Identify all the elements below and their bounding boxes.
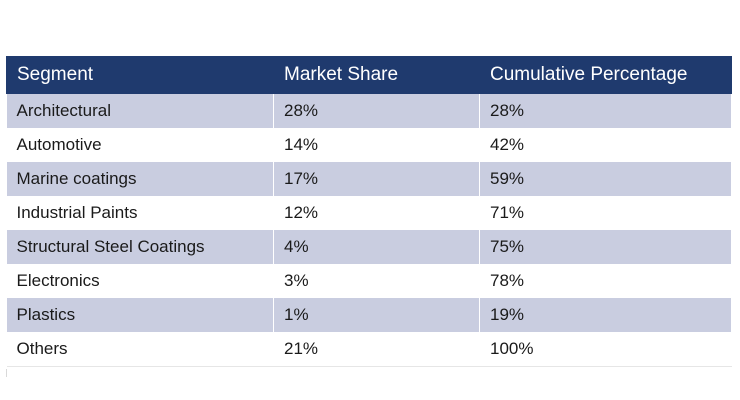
market-share-cell: 17% xyxy=(273,162,480,196)
segment-cell: Marine coatings xyxy=(6,162,274,196)
market-share-cell: 1% xyxy=(273,298,480,332)
header-segment: Segment xyxy=(6,56,274,94)
cumulative-cell: 71% xyxy=(479,196,732,230)
market-share-cell: 12% xyxy=(273,196,480,230)
header-cumulative-percentage: Cumulative Percentage xyxy=(479,56,732,94)
table-row: Others 21% 100% xyxy=(6,332,732,367)
cumulative-cell: 100% xyxy=(479,332,732,367)
table-row: Architectural 28% 28% xyxy=(6,93,732,128)
segment-cell: Plastics xyxy=(6,298,274,332)
cumulative-cell: 78% xyxy=(479,264,732,298)
market-share-cell: 4% xyxy=(273,230,480,264)
market-share-cell: 28% xyxy=(273,93,480,128)
cumulative-cell: 19% xyxy=(479,298,732,332)
cumulative-cell: 42% xyxy=(479,128,732,162)
header-row: Segment Market Share Cumulative Percenta… xyxy=(6,56,732,94)
market-share-table: Segment Market Share Cumulative Percenta… xyxy=(6,56,732,367)
cumulative-cell: 75% xyxy=(479,230,732,264)
cumulative-cell: 59% xyxy=(479,162,732,196)
market-share-cell: 3% xyxy=(273,264,480,298)
table-edge-divider xyxy=(6,369,7,377)
table-row: Electronics 3% 78% xyxy=(6,264,732,298)
table-row: Automotive 14% 42% xyxy=(6,128,732,162)
market-share-table-container: Segment Market Share Cumulative Percenta… xyxy=(6,56,732,367)
market-share-cell: 21% xyxy=(273,332,480,367)
segment-cell: Automotive xyxy=(6,128,274,162)
market-share-cell: 14% xyxy=(273,128,480,162)
table-row: Plastics 1% 19% xyxy=(6,298,732,332)
segment-cell: Industrial Paints xyxy=(6,196,274,230)
table-row: Industrial Paints 12% 71% xyxy=(6,196,732,230)
segment-cell: Structural Steel Coatings xyxy=(6,230,274,264)
table-row: Marine coatings 17% 59% xyxy=(6,162,732,196)
table-body: Architectural 28% 28% Automotive 14% 42%… xyxy=(6,93,732,367)
segment-cell: Electronics xyxy=(6,264,274,298)
segment-cell: Architectural xyxy=(6,93,274,128)
header-market-share: Market Share xyxy=(273,56,480,94)
table-header: Segment Market Share Cumulative Percenta… xyxy=(6,56,732,94)
cumulative-cell: 28% xyxy=(479,93,732,128)
segment-cell: Others xyxy=(6,332,274,367)
table-row: Structural Steel Coatings 4% 75% xyxy=(6,230,732,264)
